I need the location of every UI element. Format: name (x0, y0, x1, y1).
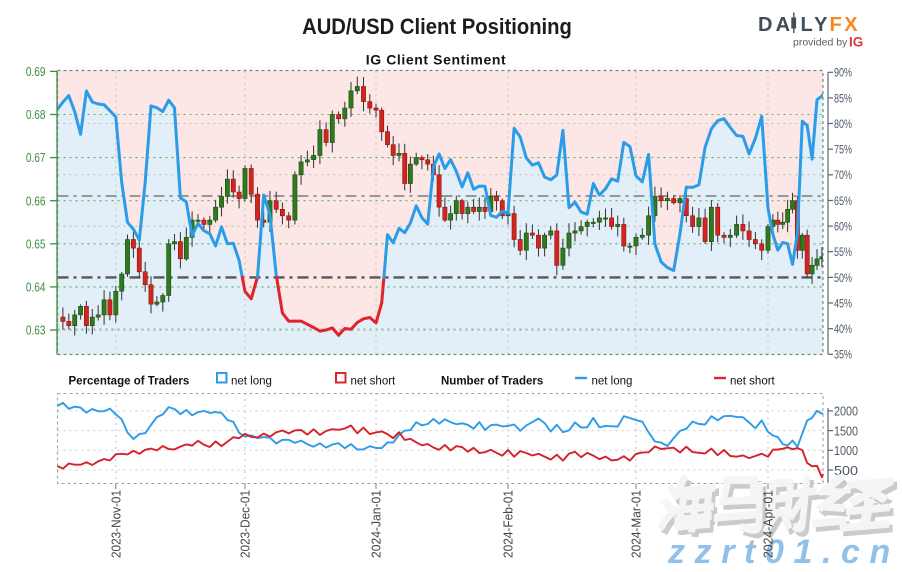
svg-text:90%: 90% (834, 66, 852, 80)
svg-text:1500: 1500 (834, 423, 858, 438)
svg-text:2024-Mar-01: 2024-Mar-01 (630, 490, 644, 558)
svg-text:45%: 45% (834, 296, 852, 310)
svg-text:60%: 60% (834, 220, 852, 234)
svg-text:IG Client Sentiment: IG Client Sentiment (366, 52, 507, 68)
svg-text:net long: net long (592, 376, 633, 388)
svg-text:net short: net short (351, 376, 397, 388)
svg-text:DA: DA (758, 14, 793, 36)
svg-text:0.69: 0.69 (26, 64, 46, 79)
svg-text:50%: 50% (834, 271, 852, 285)
svg-text:AUD/USD Client Positioning: AUD/USD Client Positioning (302, 14, 572, 39)
svg-text:2023-Dec-01: 2023-Dec-01 (239, 490, 253, 558)
svg-text:1000: 1000 (834, 443, 858, 458)
svg-text:0.66: 0.66 (26, 193, 46, 208)
svg-text:provided by: provided by (793, 37, 848, 49)
svg-text:35%: 35% (834, 348, 852, 362)
svg-text:500: 500 (834, 463, 858, 478)
svg-text:80%: 80% (834, 117, 852, 131)
svg-text:55%: 55% (834, 245, 852, 259)
svg-text:IG: IG (849, 35, 863, 50)
svg-text:zzrt01.cn: zzrt01.cn (667, 533, 900, 567)
svg-text:0.63: 0.63 (26, 323, 46, 338)
svg-text:net long: net long (231, 376, 272, 388)
svg-text:2024-Feb-01: 2024-Feb-01 (502, 490, 516, 558)
svg-text:2024-Jan-01: 2024-Jan-01 (370, 490, 384, 558)
svg-text:FX: FX (830, 14, 861, 36)
svg-text:40%: 40% (834, 322, 852, 336)
svg-text:Number of Traders: Number of Traders (441, 376, 543, 388)
svg-text:2000: 2000 (834, 404, 858, 419)
svg-text:85%: 85% (834, 91, 852, 105)
svg-text:net short: net short (730, 376, 776, 388)
svg-text:0.68: 0.68 (26, 107, 46, 122)
svg-text:75%: 75% (834, 143, 852, 157)
svg-text:0.65: 0.65 (26, 236, 46, 251)
svg-text:0.64: 0.64 (26, 280, 46, 295)
svg-text:65%: 65% (834, 194, 852, 208)
svg-text:0.67: 0.67 (26, 150, 46, 165)
svg-text:2024-Apr-01: 2024-Apr-01 (762, 490, 776, 558)
svg-text:LY: LY (801, 14, 831, 36)
svg-text:70%: 70% (834, 168, 852, 182)
svg-text:2023-Nov-01: 2023-Nov-01 (109, 490, 123, 558)
svg-text:Percentage of Traders: Percentage of Traders (69, 376, 190, 388)
